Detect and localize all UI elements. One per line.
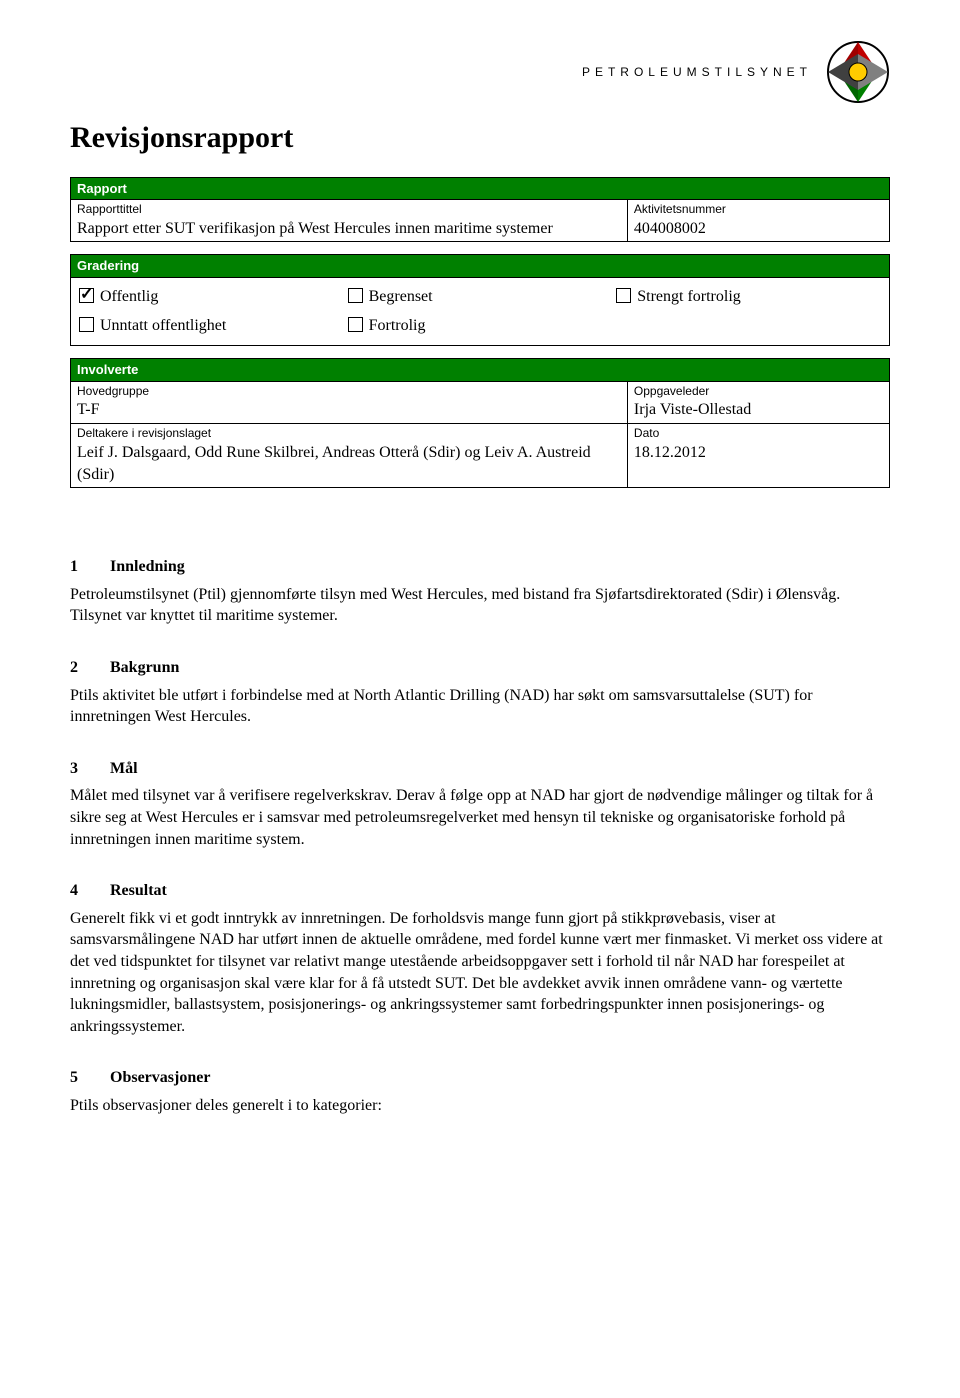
brand-logo-icon [826, 40, 890, 104]
gradering-options: Offentlig Begrenset Strengt fortrolig Un… [73, 282, 887, 341]
dato-value: 18.12.2012 [634, 442, 883, 464]
section-4-heading: 4Resultat [70, 880, 890, 902]
checkbox-fortrolig[interactable]: Fortrolig [348, 315, 426, 337]
section-title: Innledning [110, 558, 185, 575]
rapporttittel-value: Rapport etter SUT verifikasjon på West H… [77, 218, 621, 240]
section-1-heading: 1Innledning [70, 556, 890, 578]
checkbox-label: Unntatt offentlighet [100, 317, 226, 334]
checkbox-begrenset[interactable]: Begrenset [348, 286, 433, 308]
section-3-heading: 3Mål [70, 758, 890, 780]
involverte-table: Involverte Hovedgruppe T-F Oppgaveleder … [70, 358, 890, 488]
oppgaveleder-value: Irja Viste-Ollestad [634, 399, 883, 421]
section-num: 5 [70, 1067, 110, 1089]
empty-box-icon [79, 317, 94, 332]
section-3-body: Målet med tilsynet var å verifisere rege… [70, 785, 890, 850]
checkbox-label: Begrenset [369, 288, 433, 305]
section-1-body: Petroleumstilsynet (Ptil) gjennomførte t… [70, 584, 890, 627]
hovedgruppe-value: T-F [77, 399, 621, 421]
section-title: Resultat [110, 882, 167, 899]
page-header: PETROLEUMSTILSYNET [70, 40, 890, 104]
gradering-header: Gradering [71, 255, 890, 278]
section-5-heading: 5Observasjoner [70, 1067, 890, 1089]
checkbox-label: Fortrolig [369, 317, 426, 334]
dato-label: Dato [634, 426, 659, 440]
deltakere-label: Deltakere i revisjonslaget [77, 426, 211, 440]
gradering-table: Gradering Offentlig Begrenset Strengt fo… [70, 254, 890, 346]
section-5-body: Ptils observasjoner deles generelt i to … [70, 1095, 890, 1117]
checkbox-unntatt-offentlighet[interactable]: Unntatt offentlighet [79, 315, 226, 337]
section-title: Observasjoner [110, 1069, 210, 1086]
brand-text: PETROLEUMSTILSYNET [582, 64, 812, 80]
section-4-body: Generelt fikk vi et godt inntrykk av inn… [70, 908, 890, 1038]
section-num: 3 [70, 758, 110, 780]
section-num: 1 [70, 556, 110, 578]
rapport-table: Rapport Rapporttittel Rapport etter SUT … [70, 177, 890, 243]
section-title: Bakgrunn [110, 659, 179, 676]
section-2-body: Ptils aktivitet ble utført i forbindelse… [70, 685, 890, 728]
section-num: 4 [70, 880, 110, 902]
involverte-header: Involverte [71, 358, 890, 381]
checkbox-offentlig[interactable]: Offentlig [79, 286, 158, 308]
section-2-heading: 2Bakgrunn [70, 657, 890, 679]
rapporttittel-label: Rapporttittel [77, 202, 142, 216]
hovedgruppe-label: Hovedgruppe [77, 384, 149, 398]
page-title: Revisjonsrapport [70, 118, 890, 159]
aktivitetsnummer-value: 404008002 [634, 218, 883, 240]
checked-box-icon [79, 288, 94, 303]
empty-box-icon [348, 288, 363, 303]
empty-box-icon [348, 317, 363, 332]
section-num: 2 [70, 657, 110, 679]
rapport-header: Rapport [71, 177, 890, 200]
oppgaveleder-label: Oppgaveleder [634, 384, 709, 398]
section-title: Mål [110, 760, 138, 777]
checkbox-label: Offentlig [100, 288, 158, 305]
checkbox-strengt-fortrolig[interactable]: Strengt fortrolig [616, 286, 741, 308]
empty-box-icon [616, 288, 631, 303]
checkbox-label: Strengt fortrolig [637, 288, 741, 305]
deltakere-value: Leif J. Dalsgaard, Odd Rune Skilbrei, An… [77, 442, 621, 487]
aktivitetsnummer-label: Aktivitetsnummer [634, 202, 726, 216]
